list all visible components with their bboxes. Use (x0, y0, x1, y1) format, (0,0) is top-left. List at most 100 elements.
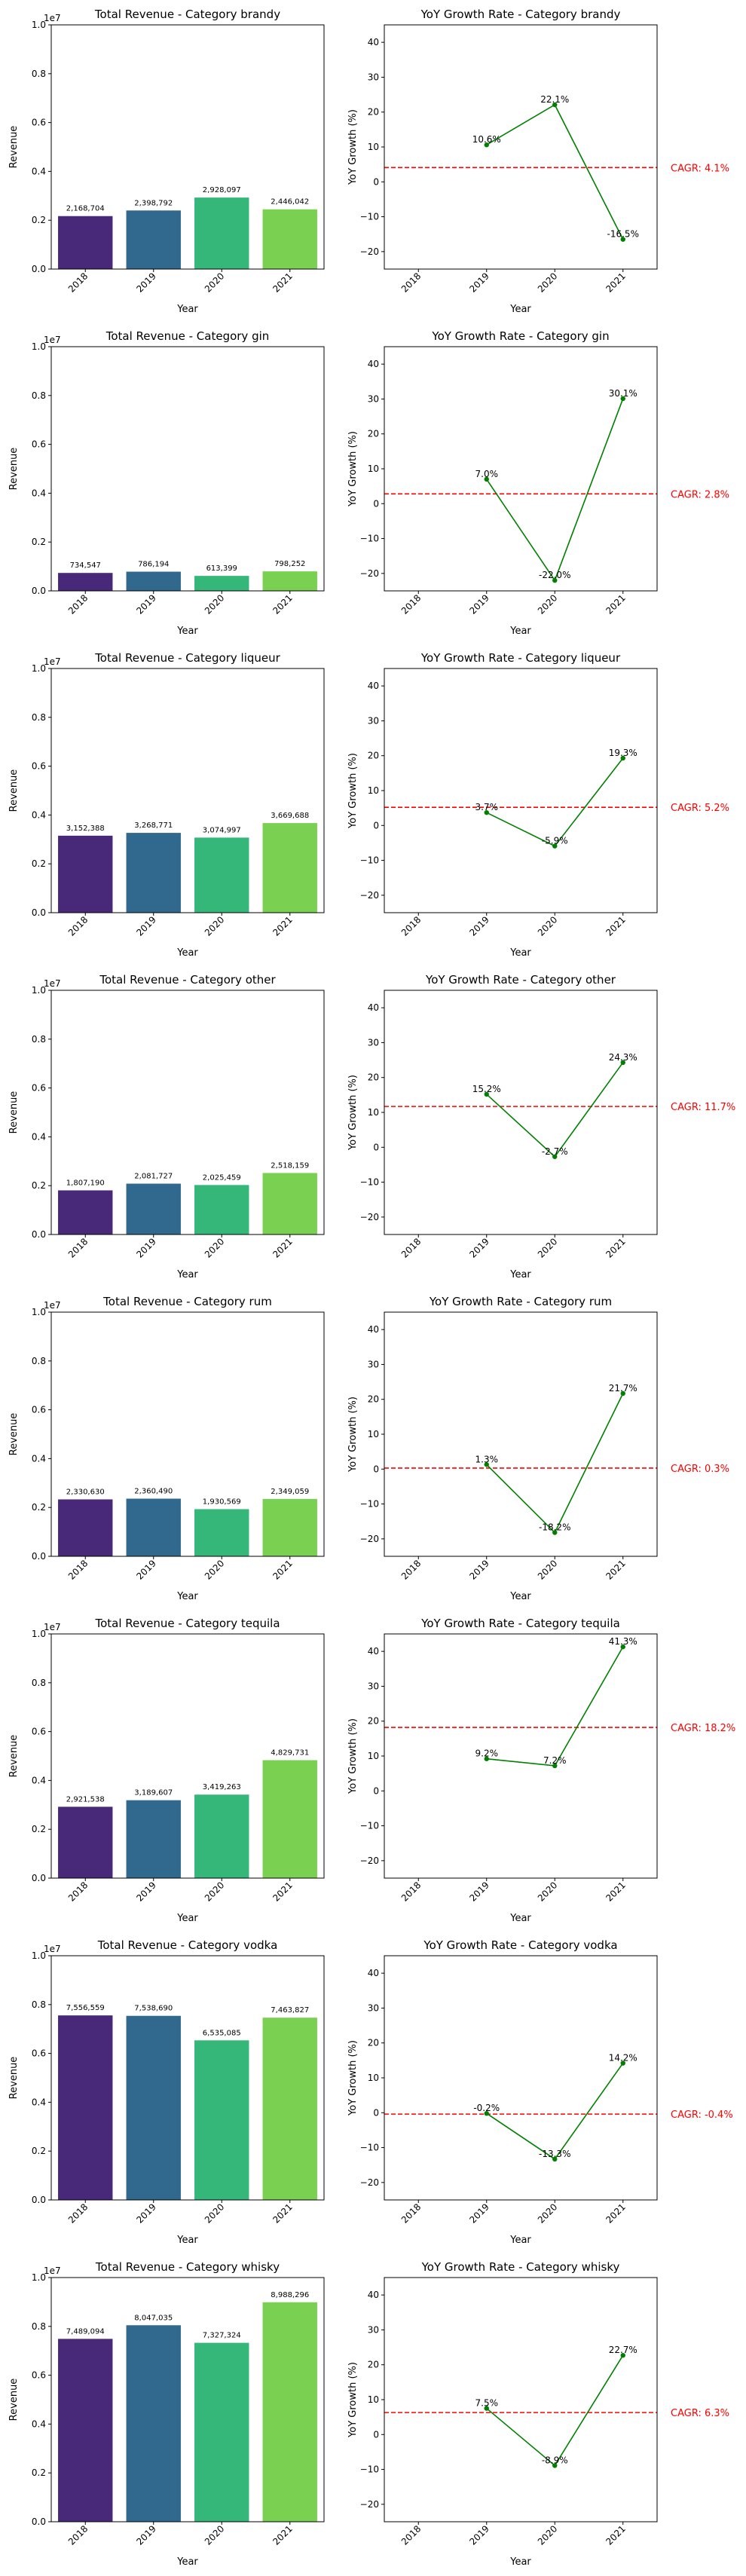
y-tick-label: −20 (360, 1212, 379, 1222)
y-tick-label: 0.6 (32, 1405, 46, 1415)
axis-offset-label: 1e7 (44, 13, 61, 23)
y-tick-label: 30 (368, 1037, 379, 1048)
bar-value-label: 2,360,490 (134, 1488, 173, 1496)
growth-point (552, 577, 558, 583)
y-tick-label: 0.0 (32, 907, 46, 918)
growth-point (484, 2111, 489, 2116)
x-tick-label: 2020 (203, 271, 226, 294)
y-tick-label: −10 (360, 1821, 379, 1831)
y-axis-label: YoY Growth (%) (347, 1075, 359, 1151)
axis-offset-label: 1e7 (44, 656, 61, 667)
x-tick-label: 2020 (203, 2523, 226, 2547)
x-tick-label: 2021 (604, 1880, 627, 1903)
growth-point (484, 1756, 489, 1761)
x-axis-label: Year (509, 626, 531, 637)
x-tick-label: 2020 (536, 1558, 559, 1581)
bar-value-label: 798,252 (274, 560, 305, 568)
bar (194, 2342, 249, 2522)
growth-value-label: 14.2% (609, 2053, 637, 2064)
x-tick-label: 2021 (604, 914, 627, 938)
x-tick-label: 2020 (203, 592, 226, 616)
bar-value-label: 734,547 (70, 561, 101, 570)
bar-value-label: 1,807,190 (66, 1179, 105, 1187)
x-tick-label: 2019 (134, 1558, 157, 1581)
bar (58, 2339, 113, 2522)
y-tick-label: 0.8 (32, 2321, 46, 2332)
y-tick-label: −20 (360, 2177, 379, 2188)
plot-frame (50, 1311, 325, 1557)
chart-title: YoY Growth Rate - Category tequila (420, 1617, 620, 1630)
x-tick-label: 2019 (467, 1236, 491, 1259)
chart-title: Total Revenue - Category whisky (95, 2260, 280, 2274)
y-tick-label: 30 (368, 2324, 379, 2335)
y-tick-label: 20 (368, 1394, 379, 1405)
growth-chart: YoY Growth Rate - Category other −20 −10 0 1… (347, 973, 735, 1280)
bar-value-label: 786,194 (138, 561, 169, 569)
x-tick-label: 2021 (271, 2523, 294, 2547)
y-axis-label: Revenue (8, 126, 20, 169)
y-tick-label: 0.4 (32, 1775, 46, 1785)
chart-title: YoY Growth Rate - Category liqueur (420, 651, 621, 665)
y-tick-label: 1.0 (32, 985, 46, 996)
bar (262, 571, 317, 591)
y-tick-label: −10 (360, 212, 379, 222)
growth-value-label: 10.6% (472, 134, 501, 145)
y-tick-label: 1.0 (32, 1950, 46, 1961)
y-tick-label: −20 (360, 568, 379, 579)
y-tick-label: −10 (360, 1177, 379, 1188)
x-axis-label: Year (176, 626, 198, 637)
bar-value-label: 8,988,296 (271, 2291, 309, 2299)
axis-offset-label: 1e7 (44, 335, 61, 345)
y-tick-label: −10 (360, 2143, 379, 2153)
growth-point (552, 1763, 558, 1769)
x-tick-label: 2021 (271, 914, 294, 938)
y-axis-label: Revenue (8, 1413, 20, 1456)
y-tick-label: 0.2 (32, 1180, 46, 1191)
chart-title: YoY Growth Rate - Category other (425, 973, 616, 987)
x-axis-label: Year (176, 1913, 198, 1924)
y-tick-label: −20 (360, 2499, 379, 2510)
growth-point (620, 2353, 625, 2358)
axis-offset-label: 1e7 (44, 2265, 61, 2276)
bar-value-label: 2,921,538 (66, 1795, 105, 1804)
chart-title: Total Revenue - Category brandy (94, 8, 280, 21)
bar (262, 2302, 317, 2522)
y-tick-label: 0.2 (32, 537, 46, 547)
y-tick-label: 10 (368, 2073, 379, 2083)
bar-value-label: 3,419,263 (203, 1783, 241, 1791)
y-tick-label: 0.2 (32, 1824, 46, 1834)
x-tick-label: 2021 (271, 1558, 294, 1581)
bar-value-label: 2,928,097 (203, 186, 241, 194)
y-tick-label: 20 (368, 751, 379, 761)
bar (262, 209, 317, 269)
growth-point (552, 1530, 558, 1535)
growth-line (486, 103, 624, 240)
plot-frame (384, 1311, 658, 1557)
x-axis-label: Year (176, 947, 198, 959)
bar-value-label: 2,518,159 (271, 1161, 309, 1170)
chart-title: Total Revenue - Category rum (102, 1295, 272, 1308)
x-tick-label: 2020 (536, 592, 559, 616)
y-tick-label: −10 (360, 1499, 379, 1510)
bar (126, 2015, 181, 2200)
cagr-label: CAGR: 2.8% (671, 489, 729, 500)
x-axis-label: Year (509, 947, 531, 959)
growth-value-label: -2.7% (542, 1146, 568, 1157)
growth-point (620, 1644, 625, 1650)
y-tick-label: 0.4 (32, 1131, 46, 1142)
x-tick-label: 2021 (271, 1880, 294, 1903)
y-tick-label: 0.4 (32, 488, 46, 498)
y-tick-label: 0.6 (32, 1727, 46, 1737)
growth-value-label: -18.2% (539, 1522, 570, 1533)
x-tick-label: 2018 (66, 1558, 90, 1581)
y-tick-label: 0.2 (32, 2467, 46, 2478)
bar (58, 573, 113, 591)
y-tick-label: 20 (368, 107, 379, 118)
y-tick-label: 0.8 (32, 390, 46, 401)
y-axis-label: Revenue (8, 1735, 20, 1778)
plot-frame (384, 990, 658, 1235)
x-tick-label: 2020 (203, 1880, 226, 1903)
x-tick-label: 2018 (66, 2523, 90, 2547)
x-tick-label: 2018 (66, 914, 90, 938)
y-tick-label: 40 (368, 2290, 379, 2300)
